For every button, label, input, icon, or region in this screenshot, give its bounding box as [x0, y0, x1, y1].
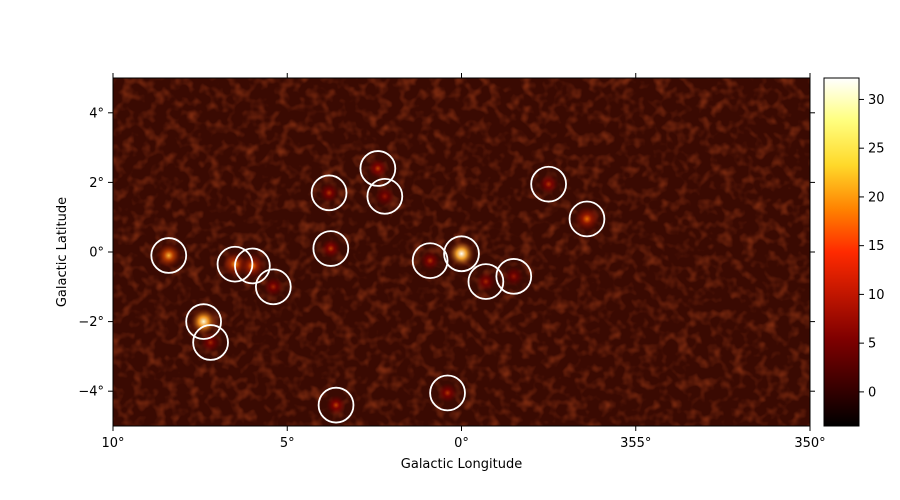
source-circle [443, 235, 480, 273]
y-tick-label: 2° [89, 176, 104, 191]
colorbar-gradient [823, 77, 860, 427]
x-tick-label: 5° [280, 436, 295, 451]
source-emission [538, 174, 559, 195]
source-emission [475, 271, 496, 292]
source-emission [326, 395, 347, 416]
source-circle [317, 386, 355, 424]
source-circle [530, 165, 567, 203]
source-circle [312, 230, 350, 267]
source-circle [359, 150, 397, 187]
source-circle [568, 200, 606, 238]
source-emission [367, 158, 388, 179]
source-emission [155, 242, 182, 269]
source-emission [573, 205, 600, 232]
colorbar-tick-label: 30 [868, 93, 885, 108]
source-circle [310, 174, 348, 212]
x-tick-label: 0° [454, 436, 469, 451]
source-circle [185, 303, 222, 340]
colorbar-tick-label: 20 [868, 190, 885, 205]
source-emission [263, 276, 284, 297]
y-axis: 4° 2° 0° −2° −4° [78, 106, 815, 400]
y-axis-label: Galactic Latitude [55, 197, 70, 307]
x-tick-label: 355° [620, 436, 651, 451]
source-emission [200, 332, 221, 353]
source-emission [320, 238, 341, 259]
source-circle [216, 245, 254, 283]
source-emission [420, 250, 441, 271]
x-axis-label: Galactic Longitude [401, 457, 522, 472]
y-tick-label: −2° [78, 315, 104, 330]
source-circle [366, 177, 404, 215]
source-emission [437, 382, 458, 403]
source-circle [254, 268, 292, 306]
source-circles-layer [150, 150, 606, 424]
source-circle [411, 242, 449, 280]
source-emission [503, 266, 524, 287]
colorbar-tick-label: 25 [868, 142, 885, 157]
source-emission [374, 186, 395, 207]
source-emission [319, 182, 340, 203]
colorbar-tick-label: 0 [868, 385, 876, 400]
sky-map [112, 77, 811, 427]
y-tick-label: −4° [78, 385, 104, 400]
source-circle [192, 324, 229, 361]
source-circle [429, 374, 466, 412]
colorbar-tick-label: 5 [868, 337, 876, 352]
colorbar-ticks: 0 5 10 15 20 25 30 [859, 93, 885, 400]
source-circle [467, 263, 505, 300]
source-emission [447, 239, 476, 268]
x-tick-label: 10° [101, 436, 124, 451]
y-tick-label: 4° [89, 106, 104, 121]
colorbar-tick-label: 15 [868, 239, 885, 254]
y-tick-label: 0° [89, 246, 104, 261]
source-circle [234, 247, 271, 285]
colorbar: 0 5 10 15 20 25 30 [823, 77, 885, 427]
colorbar-tick-label: 10 [868, 288, 885, 303]
source-emission [189, 307, 218, 336]
source-circle [150, 237, 188, 274]
x-axis: 10° 5° 0° 355° 350° [101, 73, 826, 451]
x-tick-label: 350° [794, 436, 825, 451]
source-circle [495, 258, 533, 295]
